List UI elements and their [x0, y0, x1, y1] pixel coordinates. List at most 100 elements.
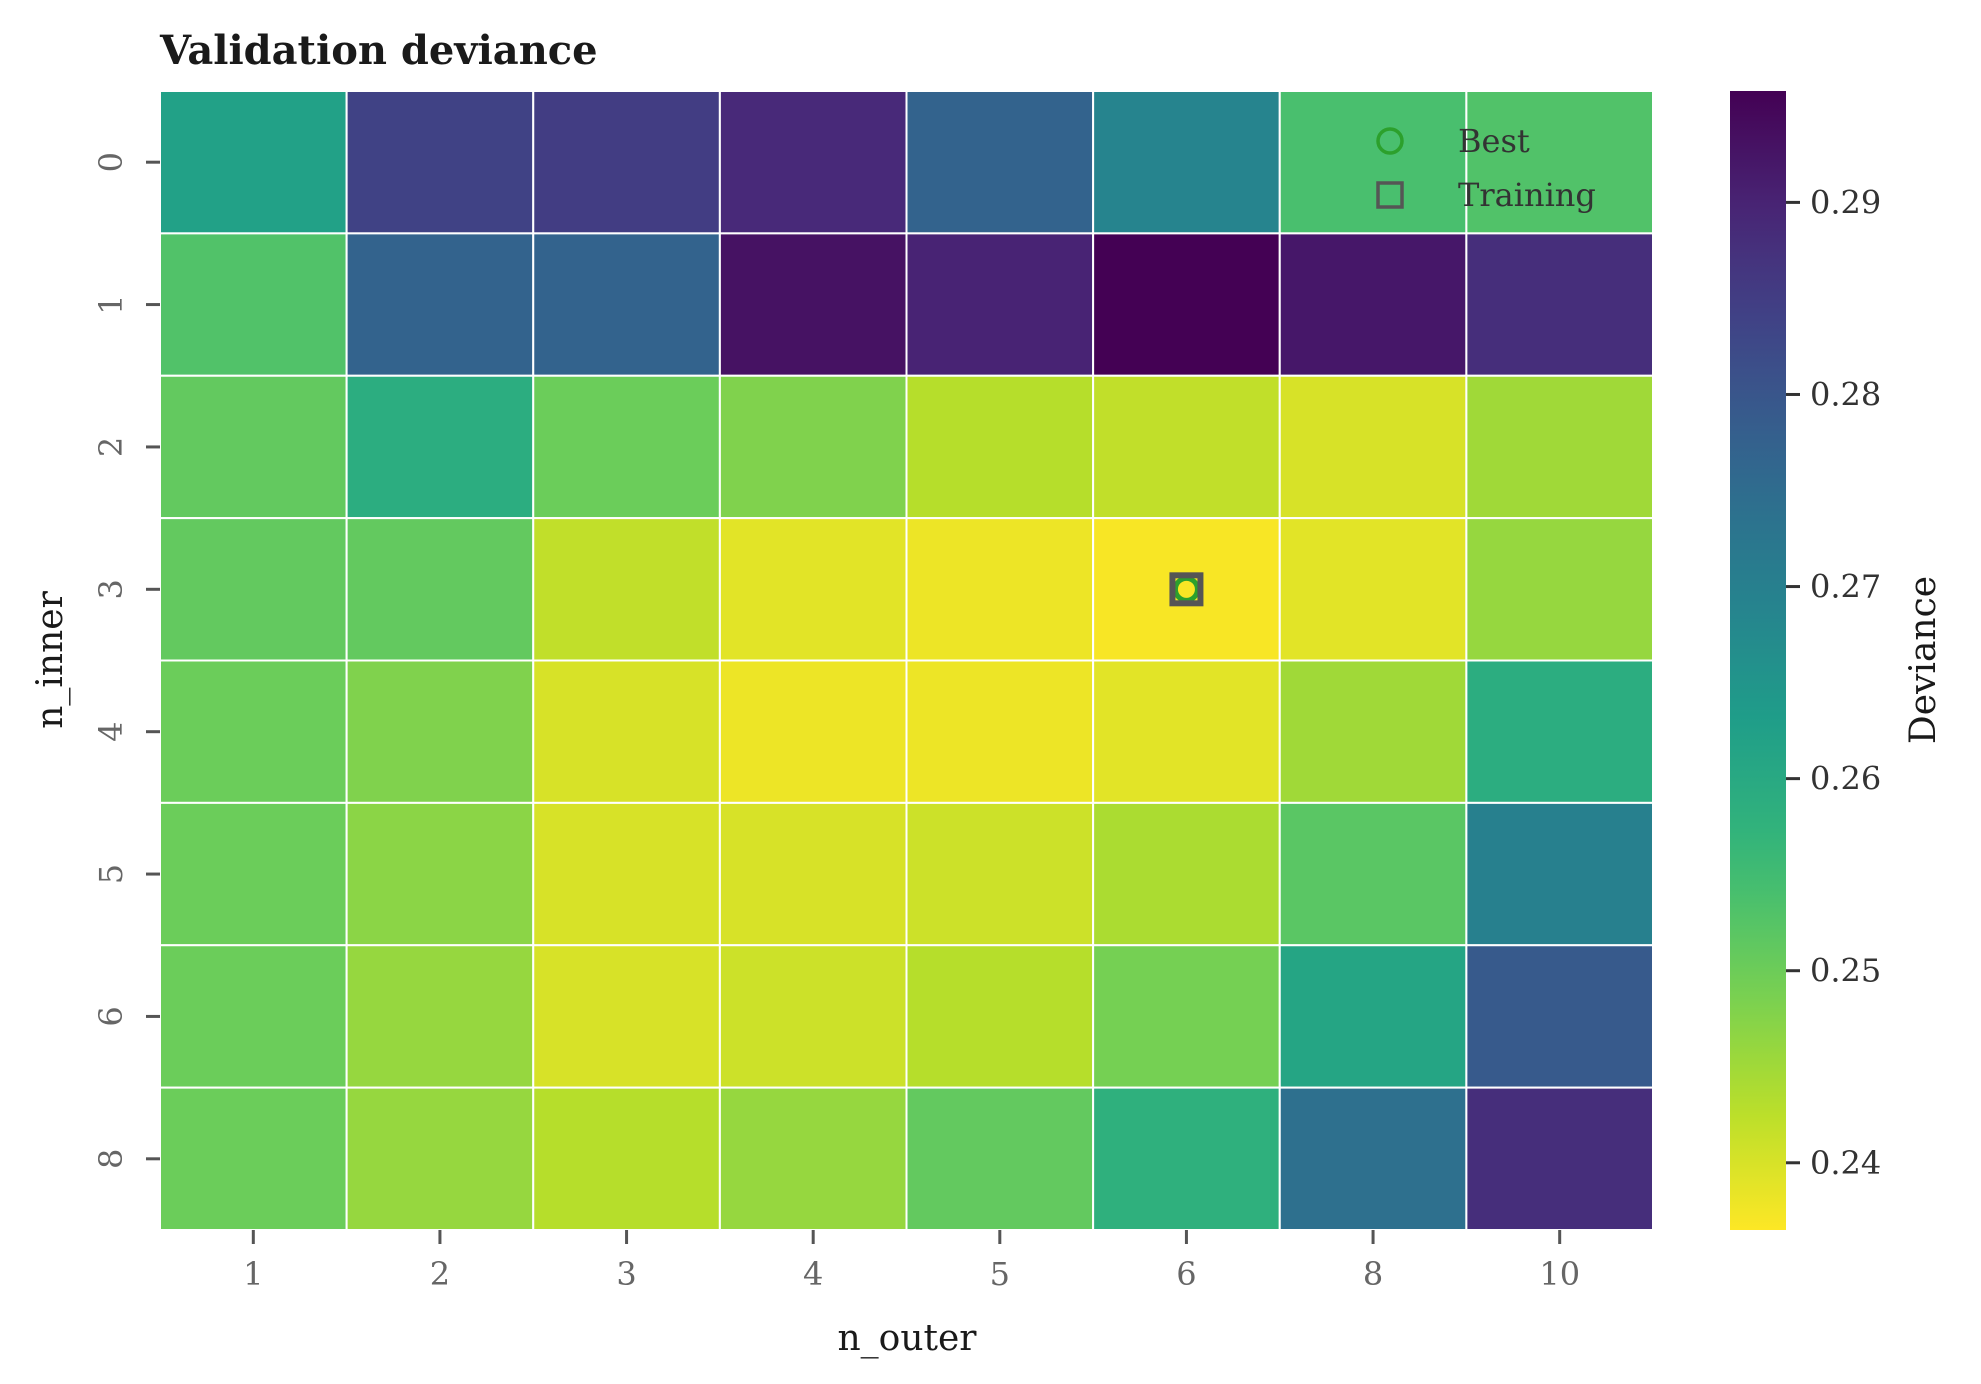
heatmap-cell	[905, 232, 1095, 377]
y-axis-label: n_inner	[30, 590, 71, 728]
colorbar-ticks: 0.24 0.25 0.26 0.27 0.28 0.29	[1786, 183, 1881, 1182]
x-tick-label: 5	[990, 1255, 1010, 1293]
heatmap-cell	[1278, 90, 1468, 235]
heatmap-cell	[1278, 944, 1468, 1089]
y-tick-label: 6	[92, 1006, 130, 1026]
legend-square-icon	[1376, 181, 1404, 209]
heatmap-cell	[905, 801, 1095, 947]
heatmap-cell	[345, 944, 535, 1089]
x-axis-label: n_outer	[837, 1318, 977, 1359]
y-tick-label: 1	[92, 294, 130, 314]
heatmap-cell	[1092, 90, 1281, 235]
heatmap-cell	[1465, 90, 1654, 235]
heatmap-cell	[718, 1086, 908, 1231]
colorbar-tick-label: 0.24	[1810, 1144, 1881, 1182]
heatmap-cell	[1092, 944, 1281, 1089]
colorbar-tick-label: 0.26	[1810, 760, 1881, 798]
heatmap-cell	[159, 1086, 348, 1231]
heatmap-cell	[532, 374, 721, 520]
heatmap-cell	[159, 374, 348, 520]
heatmap-cell	[532, 801, 721, 947]
x-tick-label: 6	[1176, 1255, 1196, 1293]
heatmap-cell	[1092, 1086, 1281, 1231]
heatmap-cell	[1465, 659, 1654, 804]
heatmap-cell	[1278, 1086, 1468, 1231]
heatmap-cell	[345, 232, 535, 377]
heatmap-cell	[905, 90, 1095, 235]
heatmap-cells	[159, 90, 1654, 1231]
heatmap-cell	[159, 90, 348, 235]
heatmap-cell	[905, 517, 1095, 662]
heatmap-cell	[905, 944, 1095, 1089]
x-tick-label: 4	[803, 1255, 823, 1293]
heatmap-cell	[1465, 944, 1654, 1089]
colorbar-tick-label: 0.27	[1810, 568, 1881, 606]
heatmap-cell	[718, 374, 908, 520]
heatmap-cell	[1465, 801, 1654, 947]
heatmap-cell	[532, 1086, 721, 1231]
x-tick-label: 8	[1363, 1255, 1383, 1293]
heatmap-cell	[532, 659, 721, 804]
legend-circle-icon	[1376, 127, 1404, 155]
heatmap-cell	[1278, 232, 1468, 377]
colorbar-tick-label: 0.28	[1810, 375, 1881, 413]
heatmap-cell	[159, 944, 348, 1089]
heatmap-cell	[532, 232, 721, 377]
heatmap-cell	[1465, 374, 1654, 520]
heatmap-cell	[1465, 1086, 1654, 1231]
heatmap-cell	[1092, 232, 1281, 377]
colorbar	[1730, 91, 1786, 1230]
x-tick-label: 2	[430, 1255, 450, 1293]
y-tick-label: 4	[92, 722, 130, 742]
heatmap-cell	[1278, 659, 1468, 804]
heatmap-cell	[345, 517, 535, 662]
heatmap-cell	[718, 659, 908, 804]
heatmap-cell	[1092, 374, 1281, 520]
x-tick-label: 1	[243, 1255, 263, 1293]
cell-markers	[1169, 572, 1204, 607]
heatmap-cell	[159, 659, 348, 804]
heatmap-cell	[345, 659, 535, 804]
heatmap-cell	[345, 90, 535, 235]
heatmap-cell	[1278, 374, 1468, 520]
heatmap-cell	[718, 517, 908, 662]
heatmap-cell	[718, 90, 908, 235]
heatmap-cell	[532, 517, 721, 662]
heatmap-cell	[718, 801, 908, 947]
y-axis-ticks: 0 1 2 3 4 5 6 8	[92, 152, 160, 1169]
heatmap-cell	[532, 90, 721, 235]
heatmap-cell	[1092, 801, 1281, 947]
heatmap-cell	[718, 944, 908, 1089]
chart-title: Validation deviance	[159, 27, 598, 74]
heatmap-cell	[159, 801, 348, 947]
heatmap-cell	[1278, 801, 1468, 947]
y-tick-label: 8	[92, 1149, 130, 1169]
heatmap-cell	[532, 944, 721, 1089]
colorbar-label: Deviance	[1903, 576, 1944, 744]
heatmap-cell	[905, 374, 1095, 520]
heatmap-cell	[905, 659, 1095, 804]
legend-entry-label: Best	[1458, 122, 1530, 160]
heatmap-cell	[345, 374, 535, 520]
heatmap-cell	[345, 1086, 535, 1231]
y-tick-label: 2	[92, 437, 130, 457]
heatmap-cell	[159, 232, 348, 377]
x-tick-label: 3	[616, 1255, 636, 1293]
x-tick-label: 10	[1539, 1255, 1580, 1293]
legend-entry-label: Training	[1458, 176, 1596, 214]
heatmap-cell	[345, 801, 535, 947]
training-marker	[1169, 572, 1204, 607]
heatmap-cell	[905, 1086, 1095, 1231]
colorbar-tick-label: 0.25	[1810, 952, 1881, 990]
legend: Best Training	[1376, 122, 1596, 214]
heatmap-cell	[1278, 517, 1468, 662]
colorbar-tick-label: 0.29	[1810, 183, 1881, 221]
heatmap-cell	[1465, 232, 1654, 377]
y-tick-label: 5	[92, 864, 130, 884]
heatmap-cell	[1092, 659, 1281, 804]
x-axis-ticks: 1 2 3 4 5 6 8 10	[243, 1230, 1580, 1293]
y-tick-label: 0	[92, 152, 130, 172]
heatmap-cell	[159, 517, 348, 662]
heatmap-cell	[718, 232, 908, 377]
